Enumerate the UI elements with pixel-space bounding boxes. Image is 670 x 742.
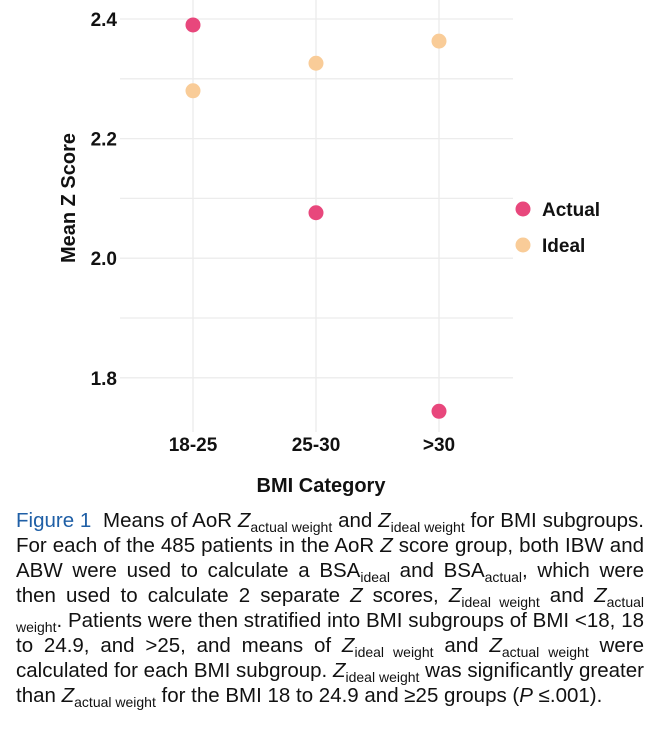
scatter-chart: 1.82.02.22.4 18-25 25-30 >30 Mean Z Score … [58,0,600,497]
data-point-ideal [431,33,447,49]
data-point-actual [308,205,324,221]
x-tick-label: 25-30 [292,435,341,456]
y-tick-label: 1.8 [91,369,117,390]
data-point-ideal [308,55,324,71]
legend: Actual Ideal [515,200,600,257]
legend-marker-ideal [515,237,531,253]
figure-label: Figure 1 [16,509,92,532]
y-tick-label: 2.2 [91,130,117,151]
figure-caption: Figure 1 Means of AoR Zactual weight and… [16,509,644,711]
y-tick-label: 2.4 [91,10,118,31]
y-axis-title: Mean Z Score [58,133,80,263]
x-tick-label: 18-25 [169,435,218,456]
legend-marker-actual [515,201,531,217]
legend-label-actual: Actual [542,200,600,221]
x-tick-label: >30 [423,435,455,456]
y-axis-tick-labels: 1.8 2.0 2.2 2.4 [91,10,118,390]
data-points [185,17,447,419]
data-point-actual [431,403,447,419]
x-axis-title: BMI Category [257,475,387,497]
data-point-actual [185,17,201,33]
x-axis-tick-labels: 18-25 25-30 >30 [169,435,455,456]
legend-label-ideal: Ideal [542,236,585,257]
y-tick-label: 2.0 [91,249,117,270]
data-point-ideal [185,83,201,99]
